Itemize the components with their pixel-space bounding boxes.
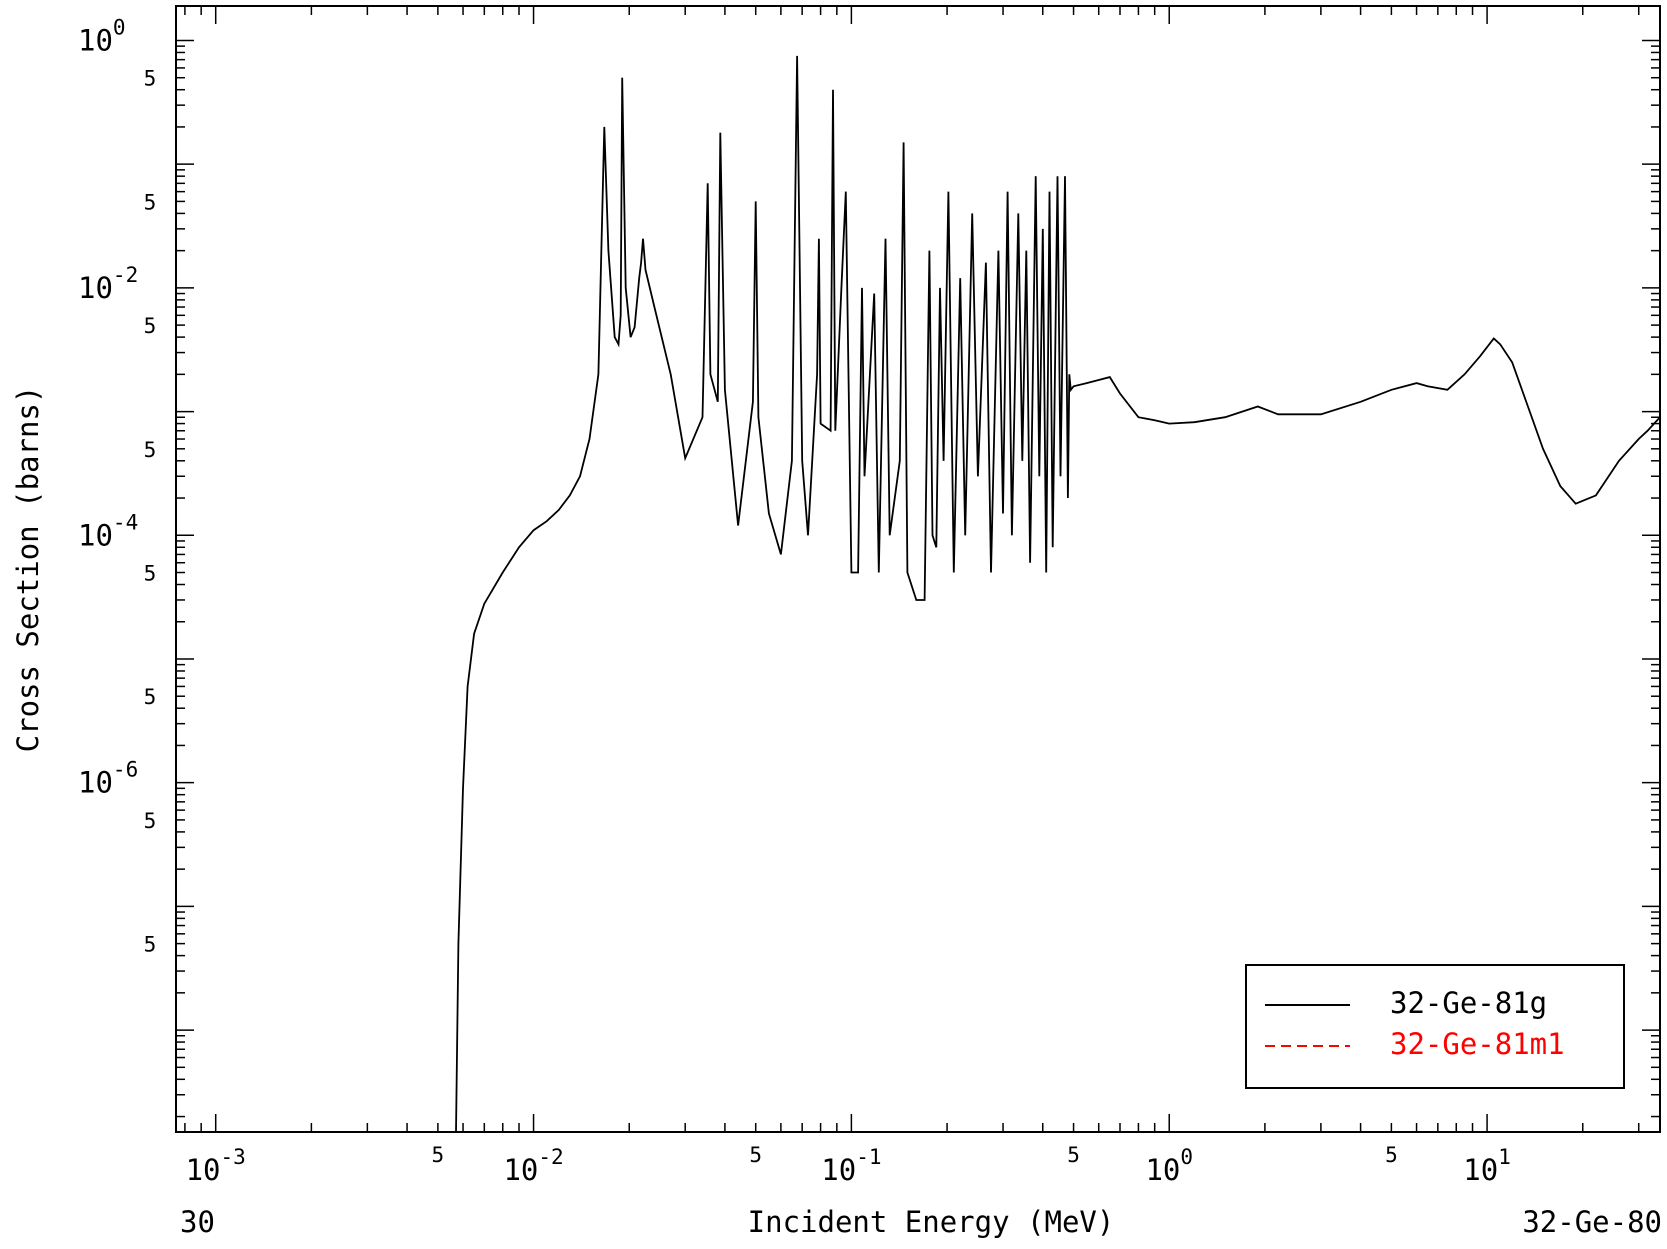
y-tick-label: 10-2	[78, 263, 138, 305]
y-minor-tick-label: 5	[144, 190, 157, 214]
y-minor-tick-label: 5	[144, 562, 157, 586]
x-tick-label: 10-1	[821, 1145, 881, 1187]
x-minor-tick-label: 5	[749, 1143, 762, 1167]
x-tick-label: 10-2	[503, 1145, 563, 1187]
y-tick-label: 10-4	[78, 510, 138, 552]
y-tick-label: 10-6	[78, 758, 138, 800]
footer-right-label: 32-Ge-80	[1522, 1205, 1662, 1239]
legend-label-ge81m1: 32-Ge-81m1	[1390, 1027, 1565, 1061]
x-tick-label: 101	[1463, 1145, 1511, 1187]
y-minor-tick-label: 5	[144, 67, 157, 91]
plot-frame	[175, 5, 1661, 1133]
y-minor-tick-label: 5	[144, 685, 157, 709]
y-axis-label: Cross Section (barns)	[11, 386, 45, 753]
axis-ticks	[176, 6, 1660, 1132]
y-minor-tick-label: 5	[144, 314, 157, 338]
y-minor-tick-label: 5	[144, 438, 157, 462]
series-group	[455, 55, 1661, 1133]
x-minor-tick-label: 5	[432, 1143, 445, 1167]
x-tick-label: 10-3	[186, 1145, 246, 1187]
x-minor-tick-label: 5	[1067, 1143, 1080, 1167]
y-tick-label: 100	[78, 15, 126, 57]
x-tick-label: 100	[1145, 1145, 1193, 1187]
legend-box	[1245, 964, 1625, 1089]
x-minor-tick-label: 5	[1385, 1143, 1398, 1167]
x-axis-label: Incident Energy (MeV)	[748, 1205, 1115, 1239]
legend-label-ge81g: 32-Ge-81g	[1390, 986, 1547, 1020]
y-minor-tick-label: 5	[144, 809, 157, 833]
series-line-0	[455, 55, 1661, 1133]
footer-left-label: 30	[180, 1205, 215, 1239]
legend: 32-Ge-81g 32-Ge-81m1	[1245, 964, 1625, 1089]
y-minor-tick-label: 5	[144, 933, 157, 957]
